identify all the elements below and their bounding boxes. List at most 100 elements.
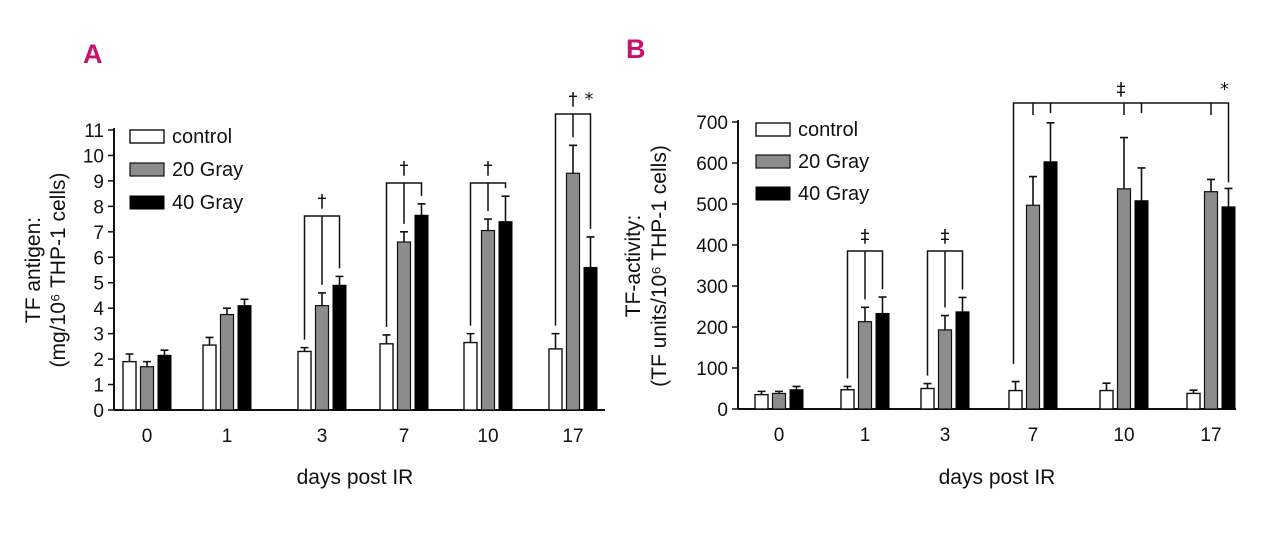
panel-a-ylabel-line1: TF antigen: — [22, 217, 45, 323]
panel-b-error-bar-20-gray-day-10 — [1120, 136, 1128, 189]
panel-a-xtick-label: 1 — [222, 426, 233, 447]
panel-b-bar-control-day-17 — [1186, 392, 1201, 410]
panel-a-xtick-label: 17 — [562, 426, 583, 447]
panel-a-bar-control-day-1 — [202, 344, 217, 411]
panel-a-error-bar-control-day-17 — [551, 332, 560, 349]
panel-a-ytick-label: 4 — [93, 299, 104, 320]
panel-a-sig-symbol-day-3: † — [318, 191, 327, 212]
panel-a-bar-20-gray-day-7 — [396, 241, 412, 411]
panel-a-bar-control-day-17 — [548, 348, 563, 411]
panel-a-error-bar-control-day-3 — [300, 346, 309, 352]
panel-b-ytick-label: 500 — [696, 195, 728, 216]
panel-a-letter: A — [83, 39, 103, 69]
panel-a-sig-extra-day-17: * — [585, 89, 594, 110]
panel-a-bracket-day-10 — [469, 182, 507, 326]
panel-b-ylabel-line1: TF-activity: — [622, 215, 645, 318]
panel-b-ytick-label: 400 — [696, 236, 728, 257]
panel-a-error-bar-40-gray-day-1 — [240, 298, 249, 306]
legend-label-20-gray: 20 Gray — [798, 151, 869, 173]
legend-label-control: control — [172, 126, 232, 148]
panel-a-sig-symbol-day-7: † — [400, 158, 409, 179]
panel-a-error-bar-control-day-1 — [205, 336, 214, 346]
panel-a-xtick-label: 0 — [142, 426, 153, 447]
panel-a-xlabel: days post IR — [297, 466, 414, 489]
panel-a-error-bar-40-gray-day-17 — [586, 236, 595, 268]
panel-a-ytick-label: 0 — [93, 401, 104, 422]
panel-b-xtick-label: 0 — [774, 425, 785, 446]
panel-a-bar-40-gray-day-17 — [583, 266, 598, 411]
panel-b-sig-symbol-day-3: ‡ — [941, 226, 950, 247]
panel-a-xtick-label: 7 — [399, 426, 410, 447]
panel-a-error-bar-40-gray-day-10 — [501, 195, 510, 222]
legend-label-40-gray: 40 Gray — [172, 192, 243, 214]
panel-a-bar-20-gray-day-3 — [314, 305, 330, 411]
panel-a-error-bar-20-gray-day-10 — [484, 218, 492, 231]
panel-a-bar-40-gray-day-7 — [414, 214, 429, 411]
panel-a-bar-control-day-10 — [463, 341, 478, 411]
panel-a-bar-20-gray-day-17 — [565, 172, 581, 411]
panel-b-ytick-label: 200 — [696, 318, 728, 339]
panel-a-error-bar-40-gray-day-0 — [160, 349, 169, 356]
panel-a-bar-control-day-7 — [379, 343, 394, 411]
panel-b-error-bar-control-day-10 — [1102, 382, 1111, 391]
panel-b-error-bar-20-gray-day-17 — [1207, 178, 1215, 192]
panel-a-bar-20-gray-day-10 — [480, 229, 496, 411]
panel-b-error-bar-control-day-3 — [923, 382, 932, 389]
panel-a-ytick-label: 8 — [93, 197, 104, 218]
panel-b-bracket-day-1 — [846, 250, 884, 379]
panel-b-xtick-label: 17 — [1200, 425, 1221, 446]
panel-a-ytick-label: 9 — [93, 172, 104, 193]
panel-a-ytick-label: 11 — [84, 121, 104, 142]
panel-a: TF antigen: (mg/10⁶ THP-1 cells) days po… — [22, 89, 605, 489]
legend-swatch-control — [755, 122, 791, 137]
panel-b-error-bar-40-gray-day-1 — [878, 296, 887, 314]
panel-b-error-bar-20-gray-day-7 — [1029, 175, 1037, 206]
legend-swatch-control — [129, 129, 165, 144]
panel-b-ytick-label: 600 — [696, 154, 728, 175]
panel-a-ytick-label: 6 — [93, 248, 104, 269]
panel-b-sig-symbol-day-1: ‡ — [861, 226, 870, 247]
legend-label-20-gray: 20 Gray — [172, 159, 243, 181]
panel-b-bar-20-gray-day-7 — [1025, 204, 1041, 410]
panel-a-error-bar-20-gray-day-17 — [569, 144, 577, 174]
panel-b-bar-40-gray-day-3 — [955, 311, 970, 410]
panel-b-legend: control 20 Gray 40 Gray — [755, 119, 869, 205]
panel-b: TF-activity: (TF units/10⁶ THP-1 cells) … — [622, 79, 1236, 489]
panel-a-ytick-label: 1 — [93, 376, 104, 397]
legend-swatch-40-gray — [755, 186, 791, 201]
panel-a-error-bar-40-gray-day-7 — [417, 203, 426, 216]
panel-b-error-bar-control-day-1 — [843, 385, 852, 390]
panel-b-ytick-label: 700 — [696, 113, 728, 134]
legend-swatch-40-gray — [129, 195, 165, 210]
panel-b-ytick-label: 300 — [696, 277, 728, 298]
panel-a-bracket-day-7 — [385, 182, 423, 327]
panel-b-sig-symbol-days-7-17: ‡ — [1117, 79, 1126, 100]
legend-swatch-20-gray — [129, 162, 165, 177]
panel-b-error-bar-20-gray-day-0 — [775, 390, 783, 394]
panel-b-xlabel: days post IR — [939, 466, 1056, 489]
legend-swatch-20-gray — [755, 154, 791, 169]
panel-b-error-bar-40-gray-day-3 — [958, 296, 967, 312]
panel-a-ytick-label: 7 — [93, 223, 104, 244]
panel-a-sig-symbol-day-17: † — [569, 89, 578, 110]
panel-a-ytick-label: 10 — [83, 146, 104, 167]
panel-b-bar-control-day-0 — [754, 393, 769, 410]
panel-b-bracket-days-7-17 — [1012, 102, 1230, 364]
panel-a-ytick-label: 5 — [93, 274, 104, 295]
panel-b-error-bar-40-gray-day-0 — [792, 385, 801, 390]
panel-a-ytick-label: 2 — [93, 350, 104, 371]
panel-b-bar-40-gray-day-17 — [1221, 206, 1236, 410]
panel-a-bar-control-day-0 — [122, 360, 137, 411]
panel-b-bar-40-gray-day-1 — [875, 312, 890, 410]
panel-b-bar-40-gray-day-10 — [1134, 200, 1149, 410]
panel-b-error-bar-40-gray-day-7 — [1046, 122, 1055, 162]
panel-b-xtick-label: 3 — [940, 425, 951, 446]
panel-b-bar-20-gray-day-1 — [857, 321, 873, 410]
panel-b-ylabel-line2: (TF units/10⁶ THP-1 cells) — [648, 145, 671, 387]
panel-a-bar-40-gray-day-1 — [237, 305, 252, 411]
legend-label-40-gray: 40 Gray — [798, 183, 869, 205]
panel-b-error-bar-20-gray-day-1 — [861, 306, 869, 322]
panel-b-bar-40-gray-day-7 — [1043, 161, 1058, 410]
panel-a-bar-40-gray-day-10 — [498, 221, 513, 411]
panel-b-letter: B — [626, 34, 646, 64]
